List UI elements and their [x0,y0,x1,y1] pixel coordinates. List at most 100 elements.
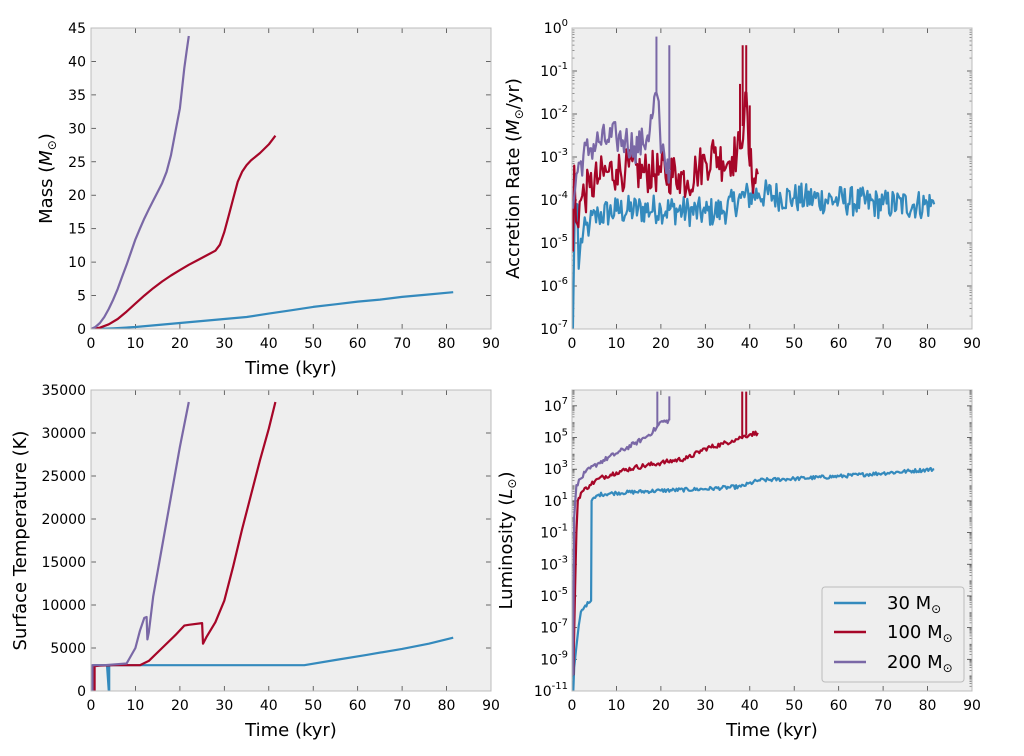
y-tick-label: 35 [68,88,86,104]
series-line-30-mass [91,291,454,329]
x-tick-label: 70 [393,698,411,714]
y-axis-label-mass: Mass (M⊙) [36,133,59,224]
x-tick-label: 90 [963,336,981,352]
series-line-30-accretion [572,179,936,329]
x-axis-label-luminosity: Time (kyr) [725,720,818,741]
y-tick-label: 10-2 [540,104,568,123]
y-tick-label: 100 [544,18,568,37]
y-tick-label: 10-5 [540,233,568,252]
y-tick-label: 10-3 [540,554,568,573]
plot-frame-temperature [90,389,492,692]
x-tick-label: 10 [127,698,145,714]
x-tick-label: 70 [393,336,411,352]
x-tick-label: 40 [741,336,759,352]
y-tick-label: 10-6 [540,276,568,295]
y-tick-label: 45 [68,21,86,37]
y-tick-label: 105 [544,428,568,447]
plot-area-temperature [91,390,491,691]
y-tick-label: 25000 [41,469,86,485]
y-tick-label: 107 [544,396,568,415]
y-axis-label-accretion: Accretion Rate (M⊙/yr) [503,78,526,279]
y-tick-label: 10-5 [540,586,568,605]
plot-area-mass [91,28,491,329]
x-tick-label: 80 [919,698,937,714]
y-axis-label-temperature: Surface Temperature (K) [10,431,31,651]
plot-frame-mass [90,27,492,330]
y-tick-label: 10-4 [540,190,568,209]
y-tick-label: 10-7 [540,319,568,338]
y-tick-label: 35000 [41,383,86,399]
legend: 30 M⊙ 100 M⊙ 200 M⊙ [821,586,965,683]
x-tick-label: 20 [652,698,670,714]
legend-label-100: 100 M⊙ [887,622,953,645]
x-tick-label: 60 [830,336,848,352]
x-tick-label: 90 [482,336,500,352]
panel-mass: 0 10 20 30 40 50 60 70 80 90 0 5 10 15 20 25 30 35 40 45 Tim… [36,21,500,379]
y-tick-label: 10-7 [540,618,568,637]
x-tick-label: 0 [568,698,577,714]
series-line-100-temperature [93,401,277,691]
y-tick-label: 101 [544,491,568,510]
y-tick-label: 10-9 [540,649,568,668]
series-line-200-temperature [91,401,190,691]
x-tick-label: 80 [438,698,456,714]
y-tick-label: 25 [68,155,86,171]
x-tick-label: 50 [304,698,322,714]
y-tick-label: 30000 [41,426,86,442]
x-tick-label: 40 [741,698,759,714]
x-tick-label: 20 [171,336,189,352]
y-tick-label: 5000 [50,641,86,657]
y-tick-label: 10000 [41,598,86,614]
x-tick-label: 70 [874,336,892,352]
x-tick-label: 60 [830,698,848,714]
x-tick-label: 0 [87,698,96,714]
y-tick-label: 10-1 [540,523,568,542]
plot-frame-luminosity [571,389,973,692]
y-axis-label-luminosity: Luminosity (L⊙) [496,471,519,609]
x-tick-label: 90 [963,698,981,714]
x-tick-label: 50 [304,336,322,352]
legend-frame [821,586,965,683]
y-tick-label: 15000 [41,555,86,571]
panel-luminosity: 0 10 20 30 40 50 60 70 80 90 10-11 10-9 10-7 10-5 10-3… [496,389,981,741]
x-tick-label: 30 [696,336,714,352]
y-tick-label: 10-1 [540,61,568,80]
x-tick-label: 10 [608,698,626,714]
y-tick-label: 10-11 [534,681,568,700]
x-tick-label: 70 [874,698,892,714]
x-tick-label: 30 [215,698,233,714]
x-tick-label: 30 [696,698,714,714]
x-tick-label: 40 [260,336,278,352]
x-tick-label: 0 [568,336,577,352]
y-tick-label: 0 [77,684,86,700]
panel-accretion: 0 10 20 30 40 50 60 70 80 90 10-7 10-6 10-5 10-4 10-3 1… [503,18,981,352]
y-tick-label: 20 [68,188,86,204]
y-tick-label: 5 [77,289,86,305]
y-tick-label: 0 [77,322,86,338]
series-line-100-accretion [572,91,759,252]
x-tick-label: 80 [438,336,456,352]
y-tick-label: 103 [544,459,568,478]
x-tick-label: 0 [87,336,96,352]
x-tick-label: 60 [349,336,367,352]
series-line-200-mass [91,35,190,329]
x-tick-label: 60 [349,698,367,714]
panel-temperature: 0 10 20 30 40 50 60 70 80 90 0 5000 10000 15000 20000 2… [10,383,500,741]
x-tick-label: 30 [215,336,233,352]
series-line-30-luminosity [572,466,935,691]
legend-label-200: 200 M⊙ [887,652,953,675]
plot-frame-accretion [571,27,973,330]
y-tick-label: 10 [68,255,86,271]
y-tick-label: 30 [68,121,86,137]
x-axis-label-temperature: Time (kyr) [244,720,337,741]
series-line-200-accretion [572,91,671,209]
x-tick-label: 20 [171,698,189,714]
series-line-100-luminosity [572,430,759,676]
x-tick-label: 40 [260,698,278,714]
x-tick-label: 20 [652,336,670,352]
x-tick-label: 90 [482,698,500,714]
plot-area-accretion [572,28,972,329]
series-line-100-mass [91,135,277,329]
x-tick-label: 10 [608,336,626,352]
x-tick-label: 10 [127,336,145,352]
